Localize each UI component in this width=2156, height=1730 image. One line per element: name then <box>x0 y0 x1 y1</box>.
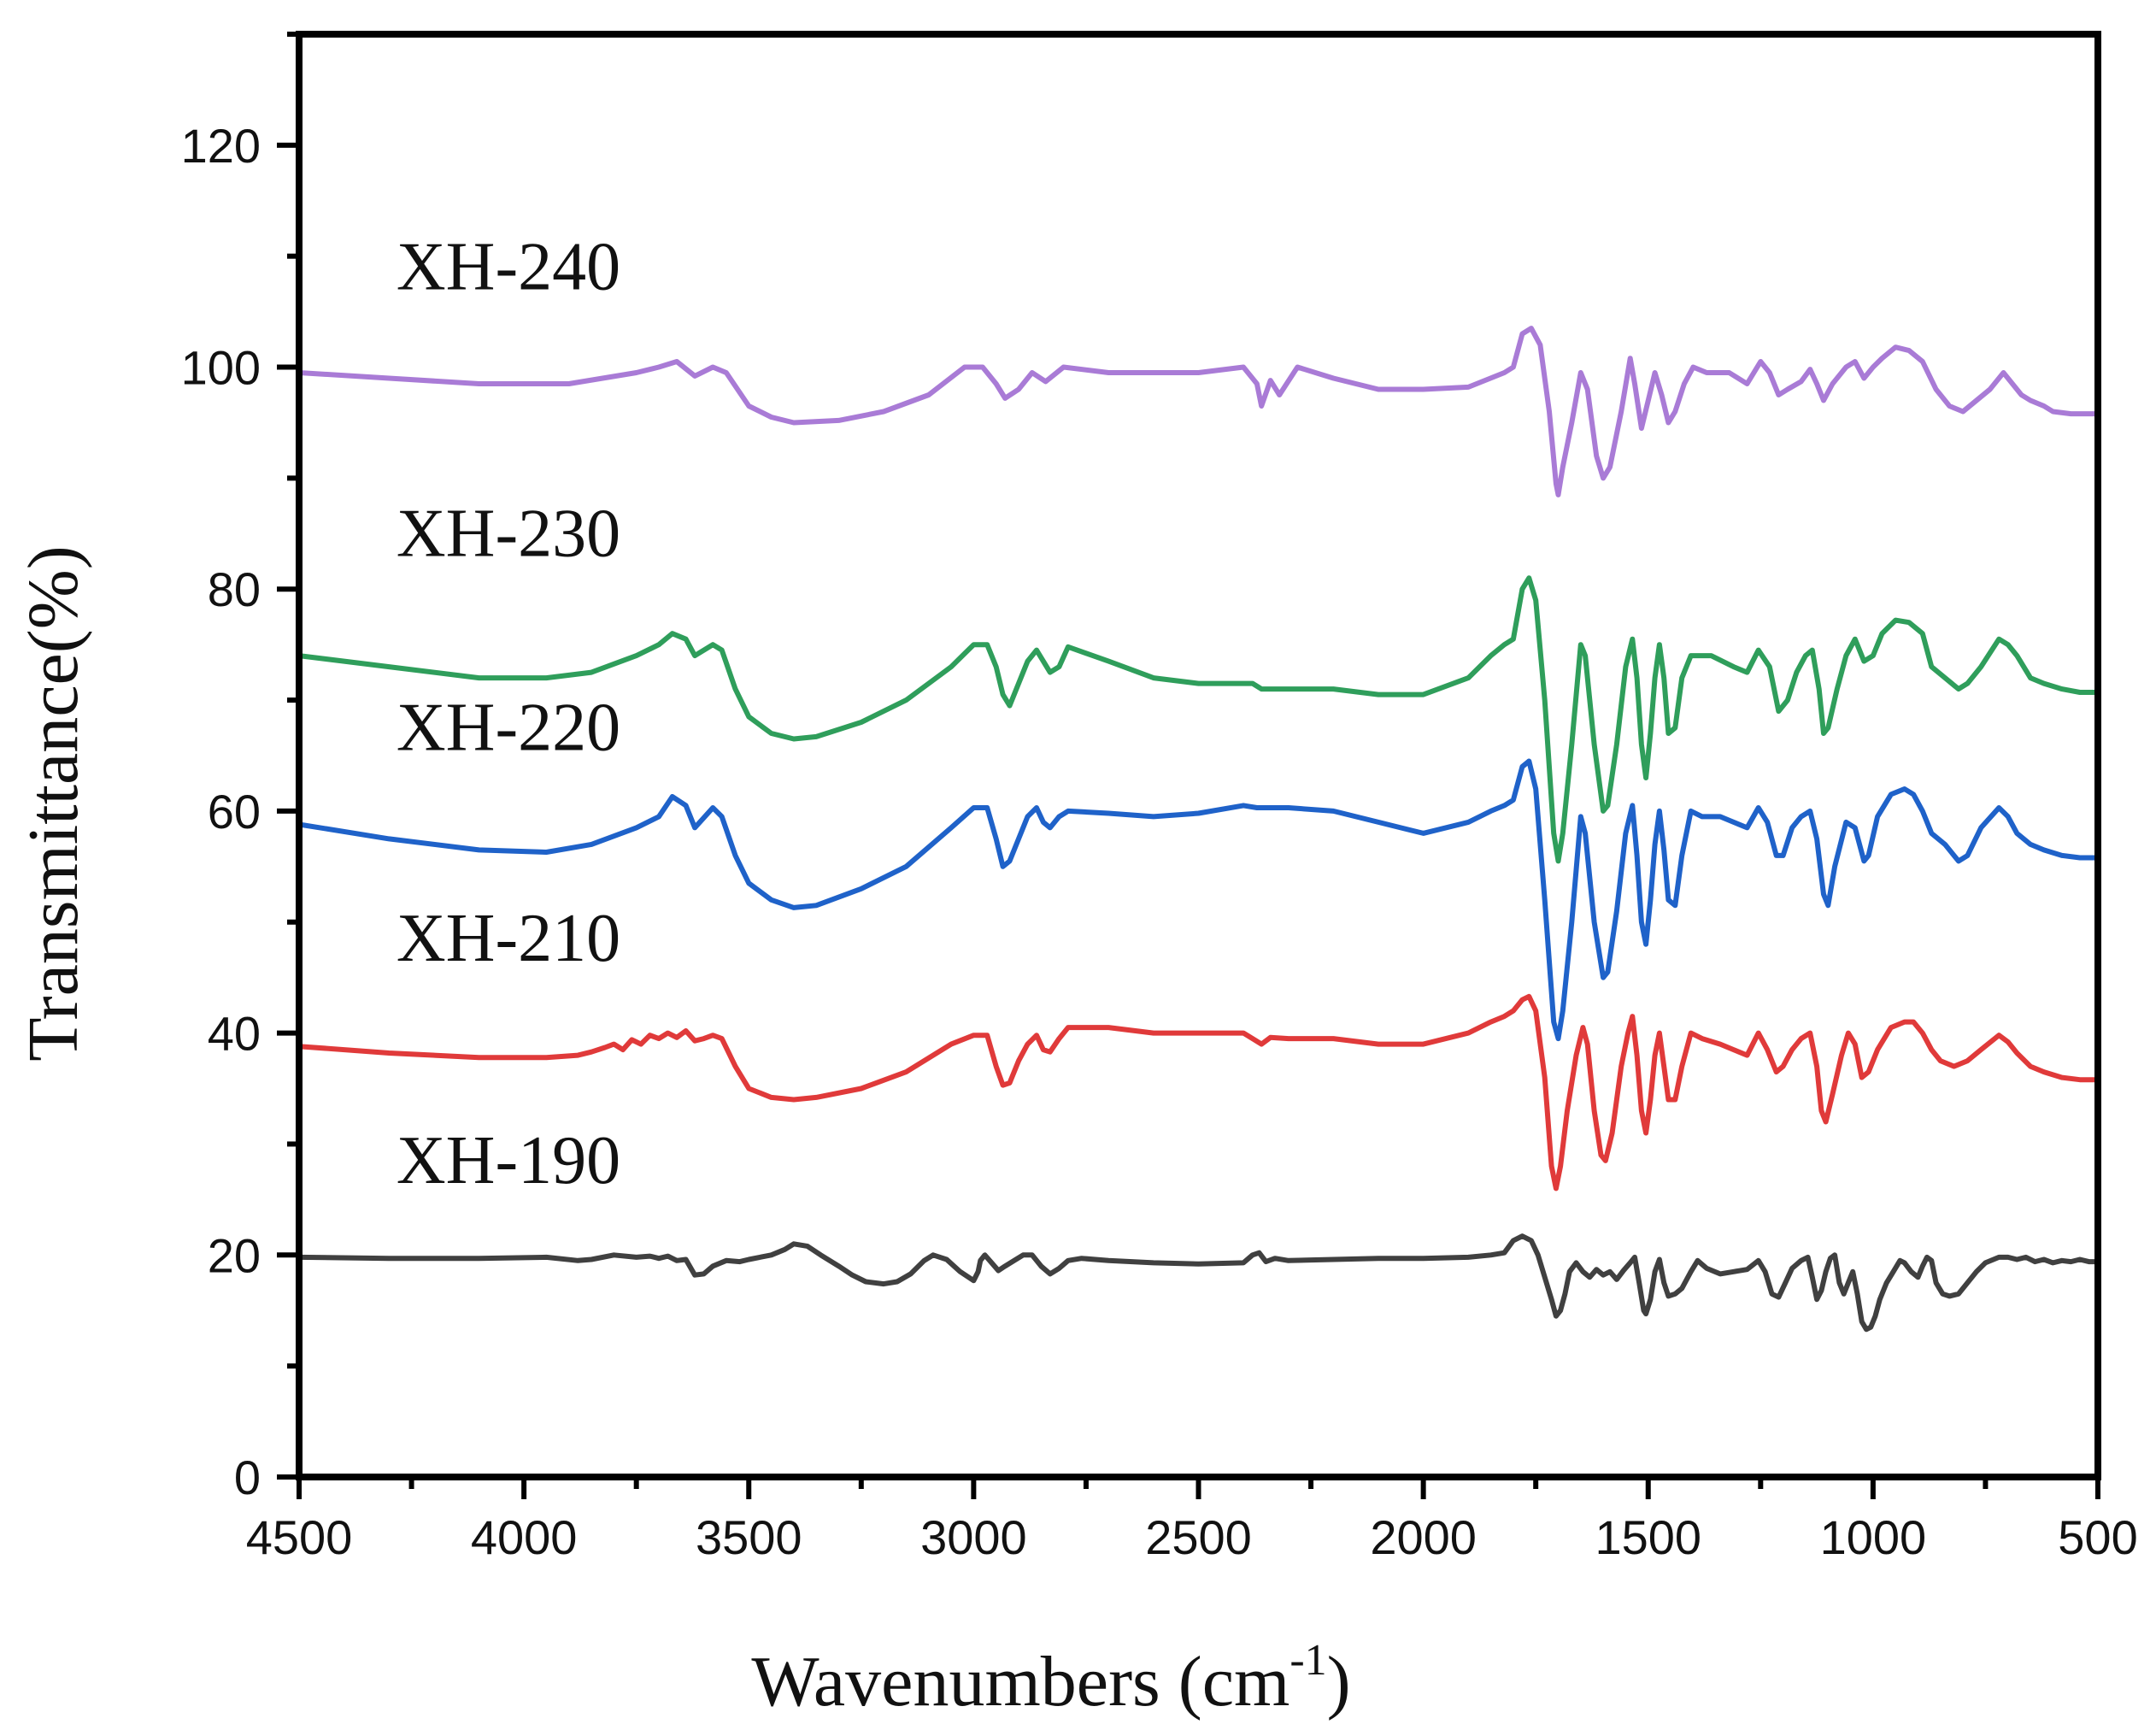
x-tick-label: 3500 <box>696 1510 802 1564</box>
labels-layer: XH-240 XH-230 XH-220 XH-210 XH-190 <box>397 230 620 1198</box>
x-tick-label: 2500 <box>1145 1510 1252 1564</box>
y-tick-label: 0 <box>234 1450 261 1504</box>
series-label-xh-240: XH-240 <box>397 230 620 305</box>
tick-labels-layer: 4500 4000 3500 3000 2500 2000 1500 1000 500 0 20 40… <box>181 119 2138 1564</box>
y-tick-label: 80 <box>208 562 261 616</box>
series-line-xh-190 <box>297 1233 2100 1333</box>
x-tick-label: 1500 <box>1595 1510 1701 1564</box>
series-label-xh-230: XH-230 <box>397 496 620 571</box>
series-line-xh-230 <box>297 575 2100 864</box>
x-tick-label: 2000 <box>1370 1510 1477 1564</box>
series-label-xh-210: XH-210 <box>397 901 620 976</box>
y-axis-title: Transmittance(%) <box>14 545 93 1061</box>
x-tick-label: 4500 <box>246 1510 353 1564</box>
series-layer <box>297 326 2100 1333</box>
series-line-xh-220 <box>297 758 2100 1042</box>
x-axis-title-suffix: ) <box>1327 1642 1351 1721</box>
x-axis-title: Wavenumbers (cm-1) <box>751 1636 1350 1721</box>
y-tick-label: 20 <box>208 1228 261 1282</box>
x-tick-label: 3000 <box>920 1510 1027 1564</box>
series-label-xh-220: XH-220 <box>397 691 620 766</box>
x-axis-title-main: Wavenumbers (cm <box>751 1642 1289 1721</box>
y-tick-label: 100 <box>181 341 261 395</box>
series-line-xh-240 <box>297 326 2100 497</box>
plot-frame <box>296 31 2101 1480</box>
x-tick-label: 1000 <box>1820 1510 1927 1564</box>
x-axis-title-superscript: -1 <box>1289 1636 1326 1685</box>
series-line-xh-210 <box>297 993 2100 1192</box>
series-label-xh-190: XH-190 <box>397 1123 620 1198</box>
x-tick-label: 4000 <box>471 1510 578 1564</box>
y-tick-label: 60 <box>208 785 261 839</box>
x-tick-label: 500 <box>2058 1510 2137 1564</box>
y-tick-label: 120 <box>181 119 261 173</box>
y-tick-label: 40 <box>208 1007 261 1061</box>
